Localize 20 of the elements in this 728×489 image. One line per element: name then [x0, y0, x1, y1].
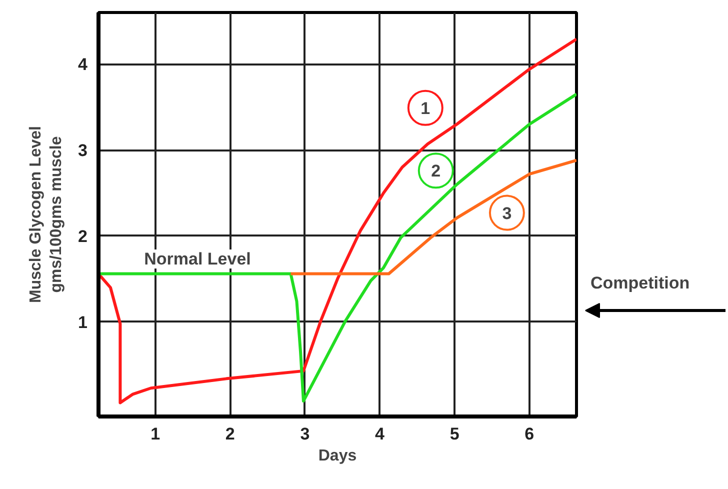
x-tick-label: 3 [300, 424, 310, 444]
y-tick-label: 2 [78, 226, 88, 246]
y-tick-label: 1 [78, 312, 88, 332]
x-tick-label: 2 [225, 424, 235, 444]
annotation: 2 [431, 162, 441, 181]
x-tick-label: 1 [150, 424, 160, 444]
line-series [98, 38, 576, 404]
y-axis-title: Muscle Glycogen Level gms/100gms muscle [28, 126, 66, 303]
text: Competition [590, 274, 690, 292]
x-tick-label: 6 [524, 424, 534, 444]
y-tick-label: 4 [78, 55, 88, 74]
line-series [98, 92, 576, 403]
x-axis-title: Days [318, 448, 357, 464]
annotation: 3 [502, 204, 512, 223]
annotation: 1 [420, 98, 430, 118]
x-tick-label: 5 [450, 424, 460, 444]
line-series [289, 158, 576, 276]
annotation: Normal Level [144, 250, 251, 268]
y-tick-label: 3 [78, 141, 88, 160]
x-tick-label: 4 [375, 424, 386, 444]
